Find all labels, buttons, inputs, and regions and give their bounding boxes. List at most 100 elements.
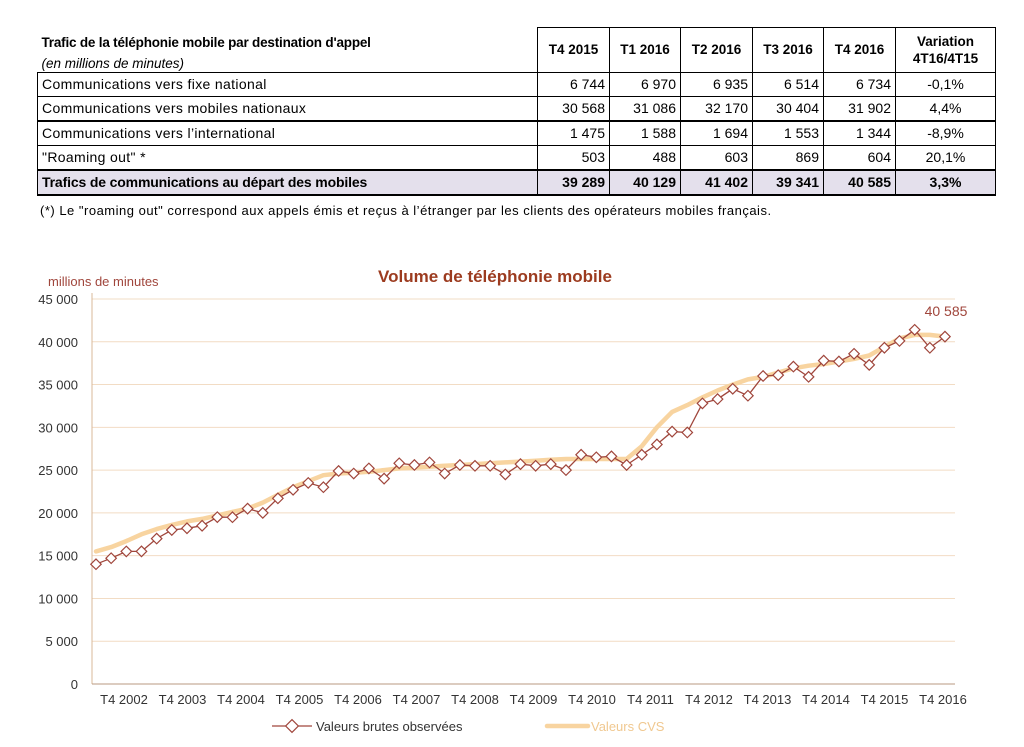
- table-cell: 1 694: [680, 119, 753, 146]
- legend-label-brutes: Valeurs brutes observées: [316, 719, 463, 734]
- column-header: T2 2016: [680, 27, 753, 73]
- variation-header-line1: Variation: [916, 33, 975, 49]
- last-value-annotation: 40 585: [925, 303, 968, 319]
- y-tick-label: 0: [71, 677, 78, 692]
- table-cell: 604: [823, 144, 896, 170]
- data-point-marker: [226, 511, 239, 524]
- variation-header: Variation 4T16/4T15: [895, 27, 996, 73]
- data-point-marker: [105, 552, 118, 565]
- x-tick-label: T4 2003: [159, 692, 207, 707]
- x-tick-label: T4 2002: [100, 692, 148, 707]
- row-label: Communications vers l’international: [37, 119, 538, 146]
- data-point-marker: [832, 355, 845, 368]
- data-point-marker: [287, 483, 300, 496]
- table-cell: 30 568: [537, 95, 610, 121]
- y-axis-label: millions de minutes: [48, 274, 159, 289]
- data-point-marker: [908, 323, 921, 336]
- data-point-marker: [317, 481, 330, 494]
- data-point-marker: [423, 456, 436, 469]
- table-cell: 1 475: [537, 119, 610, 146]
- data-point-marker: [787, 360, 800, 373]
- table-cell: 31 086: [609, 95, 681, 121]
- data-point-marker: [150, 532, 163, 545]
- table-row: Communications vers mobiles nationaux 30…: [37, 95, 996, 121]
- table-cell: 503: [537, 144, 610, 170]
- y-tick-label: 10 000: [38, 591, 78, 606]
- total-cell: 39 341: [752, 168, 824, 196]
- table-cell: 31 902: [823, 95, 896, 121]
- x-tick-labels: T4 2002 T4 2003 T4 2004 T4 2005 T4 2006 T4 20…: [100, 692, 967, 707]
- data-point-marker: [605, 450, 618, 463]
- data-point-marker: [681, 426, 694, 439]
- data-point-marker: [575, 448, 588, 461]
- total-cell: 40 585: [823, 168, 896, 196]
- data-point-marker: [938, 330, 952, 343]
- data-point-marker: [484, 459, 497, 472]
- total-row: Trafics de communications au départ des …: [37, 168, 996, 196]
- data-point-marker: [196, 519, 209, 532]
- data-point-marker: [302, 476, 315, 489]
- y-tick-label: 5 000: [45, 634, 78, 649]
- data-point-marker: [772, 369, 785, 382]
- table-cell: 6 970: [609, 71, 681, 97]
- y-tick-label: 45 000: [38, 292, 78, 307]
- row-label: Communications vers fixe national: [37, 71, 538, 97]
- data-point-marker: [347, 467, 360, 480]
- total-cell: 41 402: [680, 168, 753, 196]
- table-title-cell: Trafic de la téléphonie mobile par desti…: [37, 27, 538, 73]
- series-markers: [89, 323, 952, 571]
- variation-cell: 4,4%: [895, 95, 996, 121]
- y-tick-label: 20 000: [38, 506, 78, 521]
- data-point-marker: [666, 425, 679, 438]
- data-point-marker: [559, 464, 573, 477]
- table-cell: 30 404: [752, 95, 824, 121]
- data-point-marker: [408, 458, 421, 472]
- legend: Valeurs brutes observées Valeurs CVS: [272, 718, 665, 734]
- y-tick-label: 25 000: [38, 463, 78, 478]
- x-tick-label: T4 2006: [334, 692, 382, 707]
- x-tick-label: T4 2009: [510, 692, 558, 707]
- data-point-marker: [923, 341, 936, 354]
- x-tick-label: T4 2012: [685, 692, 733, 707]
- gridlines: [92, 298, 955, 642]
- data-point-marker: [802, 370, 815, 383]
- legend-marker-brutes: [284, 718, 300, 734]
- row-label: Communications vers mobiles nationaux: [37, 95, 538, 121]
- table-cell: 1 553: [752, 119, 824, 146]
- traffic-table: Trafic de la téléphonie mobile par desti…: [37, 27, 996, 196]
- table-cell: 603: [680, 144, 753, 170]
- data-point-marker: [180, 522, 194, 535]
- data-point-marker: [468, 459, 482, 472]
- column-header: T4 2016: [823, 27, 896, 73]
- data-point-marker: [863, 358, 876, 371]
- table-cell: 6 734: [823, 71, 896, 97]
- data-point-marker: [650, 438, 663, 451]
- data-point-marker: [635, 448, 648, 461]
- total-cell: 40 129: [609, 168, 681, 196]
- data-point-marker: [332, 464, 345, 478]
- table-row: Communications vers l’international 1 47…: [37, 119, 996, 146]
- table-cell: 869: [752, 144, 824, 170]
- data-point-marker: [620, 458, 633, 472]
- data-point-marker: [211, 511, 224, 524]
- data-point-marker: [393, 457, 406, 470]
- x-tick-label: T4 2008: [451, 692, 499, 707]
- data-point-marker: [241, 502, 254, 515]
- table-subtitle: (en millions de minutes): [41, 55, 185, 71]
- data-point-marker: [499, 468, 512, 481]
- data-point-marker: [256, 506, 269, 519]
- x-tick-label: T4 2015: [861, 692, 909, 707]
- table-cell: 1 588: [609, 119, 681, 146]
- total-cell: 39 289: [537, 168, 610, 196]
- data-point-marker: [878, 341, 891, 354]
- row-label: "Roaming out" *: [37, 144, 538, 170]
- data-point-marker: [696, 397, 709, 410]
- data-point-marker: [514, 458, 527, 471]
- data-point-marker: [756, 369, 770, 383]
- data-point-marker: [847, 347, 861, 360]
- legend-label-cvs: Valeurs CVS: [591, 719, 665, 734]
- x-tick-label: T4 2013: [744, 692, 792, 707]
- table-header-row: Trafic de la téléphonie mobile par desti…: [37, 27, 996, 73]
- line-chart: Volume de téléphonie mobile millions de …: [38, 267, 968, 734]
- data-point-marker: [726, 382, 739, 395]
